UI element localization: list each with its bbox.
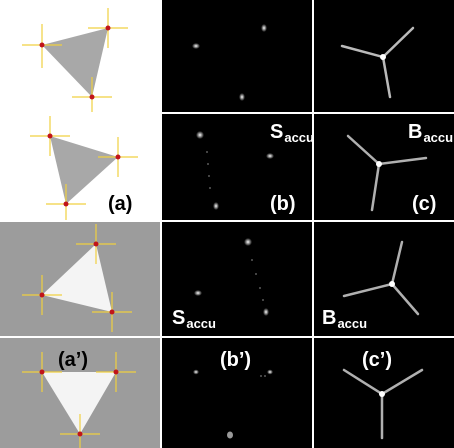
b-sub-row3: accu — [337, 316, 368, 331]
triangle-white-row3 — [22, 224, 132, 332]
b-main: B — [408, 121, 423, 143]
panel-row2-points: Saccu (b) — [162, 114, 312, 220]
label-b-prime: (b’) — [220, 349, 252, 371]
accumulator-points-row4 — [193, 369, 273, 439]
triangle-gray-row2 — [30, 116, 138, 220]
panel-row1-points — [162, 0, 312, 112]
panel-row3-triangle — [0, 222, 160, 336]
panel-row1-triangle — [0, 0, 160, 112]
s-main: S — [270, 121, 284, 143]
label-s-accu-row3: Saccu — [172, 308, 216, 330]
panel-row2-lines: Baccu (c) — [314, 114, 454, 220]
accumulator-lines-row4 — [342, 368, 424, 440]
accumulator-points-row2 — [196, 131, 274, 210]
accumulator-lines-row3 — [342, 240, 420, 316]
label-s-accu-row2: Saccu — [270, 122, 312, 144]
panel-row4-points: (b’) — [162, 338, 312, 448]
label-c: (c) — [412, 193, 437, 215]
panel-row4-triangle: (a’) — [0, 338, 160, 448]
triangle-white-row4 — [22, 352, 136, 448]
s-main-row3: S — [172, 307, 186, 329]
panel-row2-triangle: (a) — [0, 114, 160, 220]
panel-row3-points: Saccu — [162, 222, 312, 336]
s-sub-row3: accu — [186, 316, 216, 331]
label-b: (b) — [270, 193, 296, 215]
accumulator-points-row3 — [194, 238, 269, 316]
label-c-prime: (c’) — [362, 349, 392, 371]
label-b-accu-row3: Baccu — [322, 308, 367, 330]
triangle-gray-row1 — [22, 8, 128, 112]
panel-row4-lines: (c’) — [314, 338, 454, 448]
accumulator-points-row1 — [192, 24, 267, 101]
label-a: (a) — [108, 193, 133, 215]
s-sub: accu — [284, 130, 312, 145]
label-b-accu-row2: Baccu — [408, 122, 453, 144]
b-sub: accu — [423, 130, 454, 145]
label-a-prime: (a’) — [58, 349, 88, 371]
accumulator-lines-row2 — [346, 134, 428, 212]
accumulator-lines-row1 — [340, 26, 415, 99]
panel-row3-lines: Baccu — [314, 222, 454, 336]
b-main-row3: B — [322, 307, 337, 329]
panel-row1-lines — [314, 0, 454, 112]
